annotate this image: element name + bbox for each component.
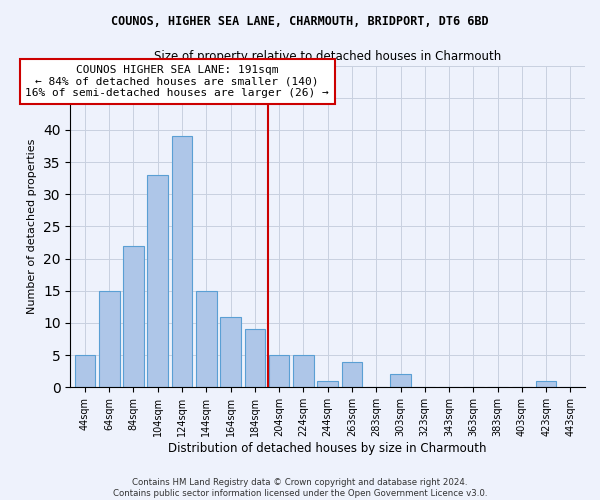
Bar bbox=[220, 316, 241, 388]
Y-axis label: Number of detached properties: Number of detached properties bbox=[28, 139, 37, 314]
Bar bbox=[269, 355, 289, 388]
Text: COUNOS HIGHER SEA LANE: 191sqm
← 84% of detached houses are smaller (140)
16% of: COUNOS HIGHER SEA LANE: 191sqm ← 84% of … bbox=[25, 65, 329, 98]
Bar bbox=[196, 291, 217, 388]
X-axis label: Distribution of detached houses by size in Charmouth: Distribution of detached houses by size … bbox=[169, 442, 487, 455]
Bar bbox=[74, 355, 95, 388]
Bar bbox=[341, 362, 362, 388]
Bar bbox=[123, 246, 144, 388]
Title: Size of property relative to detached houses in Charmouth: Size of property relative to detached ho… bbox=[154, 50, 502, 63]
Text: COUNOS, HIGHER SEA LANE, CHARMOUTH, BRIDPORT, DT6 6BD: COUNOS, HIGHER SEA LANE, CHARMOUTH, BRID… bbox=[111, 15, 489, 28]
Bar bbox=[245, 330, 265, 388]
Bar bbox=[317, 381, 338, 388]
Bar bbox=[293, 355, 314, 388]
Bar bbox=[536, 381, 556, 388]
Text: Contains HM Land Registry data © Crown copyright and database right 2024.
Contai: Contains HM Land Registry data © Crown c… bbox=[113, 478, 487, 498]
Bar bbox=[148, 175, 168, 388]
Bar bbox=[172, 136, 193, 388]
Bar bbox=[390, 374, 411, 388]
Bar bbox=[99, 291, 119, 388]
